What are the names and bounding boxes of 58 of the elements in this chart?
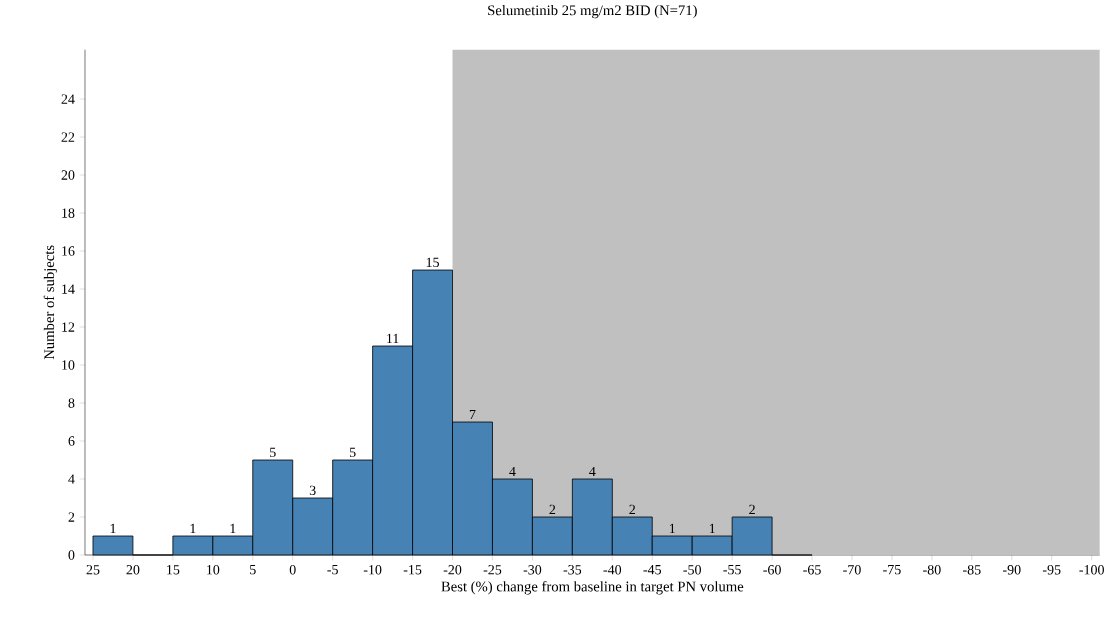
data-label: 15 (426, 257, 439, 268)
data-label: 3 (309, 485, 316, 496)
data-label: 1 (230, 523, 236, 534)
y-tick-label: 2 (68, 512, 75, 522)
y-tick-label: 4 (68, 474, 75, 484)
x-axis-title: Best (%) change from baseline in target PN volume (441, 580, 744, 595)
y-tick-label: 10 (62, 360, 75, 370)
data-label: 4 (509, 466, 516, 477)
data-label: 7 (469, 409, 476, 420)
y-tick-label: 6 (68, 436, 75, 446)
x-tick-label: -70 (843, 565, 861, 575)
y-axis-title: Number of subjects (43, 245, 58, 360)
data-label: 1 (709, 523, 715, 534)
x-tick-label: -55 (723, 565, 741, 575)
x-tick-label: -50 (683, 565, 701, 575)
x-tick-label: -85 (963, 565, 981, 575)
y-tick-label: 14 (62, 284, 75, 294)
chart-title: Selumetinib 25 mg/m2 BID (N=71) (488, 4, 697, 19)
data-label: 2 (629, 504, 636, 515)
x-tick-label: -20 (443, 565, 462, 575)
data-label: 4 (589, 466, 596, 477)
x-tick-label: 5 (250, 565, 256, 575)
x-tick-label: -15 (403, 565, 422, 575)
x-tick-label: 0 (289, 565, 296, 575)
x-tick-label: -95 (1042, 565, 1061, 575)
y-tick-label: 24 (61, 94, 75, 104)
y-tick-label: 0 (68, 550, 75, 560)
x-tick-label: 10 (207, 565, 220, 575)
y-tick-label: 16 (62, 246, 75, 256)
data-label: 1 (669, 523, 675, 534)
x-tick-label: -40 (603, 565, 622, 575)
y-tick-label: 12 (62, 322, 75, 332)
x-tick-label: 15 (167, 565, 180, 575)
x-tick-label: -45 (643, 565, 662, 575)
x-tick-label: 20 (126, 565, 140, 575)
x-tick-label: -80 (923, 565, 941, 575)
x-tick-label: 25 (86, 565, 100, 575)
data-label: 11 (387, 333, 399, 344)
x-tick-label: -75 (883, 565, 901, 575)
x-tick-label: -5 (327, 565, 338, 575)
x-tick-label: -30 (523, 565, 542, 575)
x-tick-label: -65 (803, 565, 821, 575)
data-label: 5 (349, 447, 356, 458)
data-label: 2 (749, 504, 755, 515)
y-tick-label: 22 (61, 132, 75, 142)
data-label: 2 (549, 504, 556, 515)
x-tick-label: -60 (763, 565, 781, 575)
y-tick-label: 20 (61, 170, 75, 180)
y-tick-label: 18 (62, 208, 75, 218)
x-tick-label: -90 (1002, 565, 1021, 575)
x-tick-label: -100 (1079, 565, 1104, 575)
x-tick-label: -35 (563, 565, 582, 575)
y-tick-label: 8 (68, 398, 75, 408)
x-tick-label: -25 (483, 565, 502, 575)
x-tick-label: -10 (363, 565, 382, 575)
data-label: 1 (190, 523, 196, 534)
data-label: 1 (110, 523, 116, 534)
data-label: 5 (270, 447, 276, 458)
